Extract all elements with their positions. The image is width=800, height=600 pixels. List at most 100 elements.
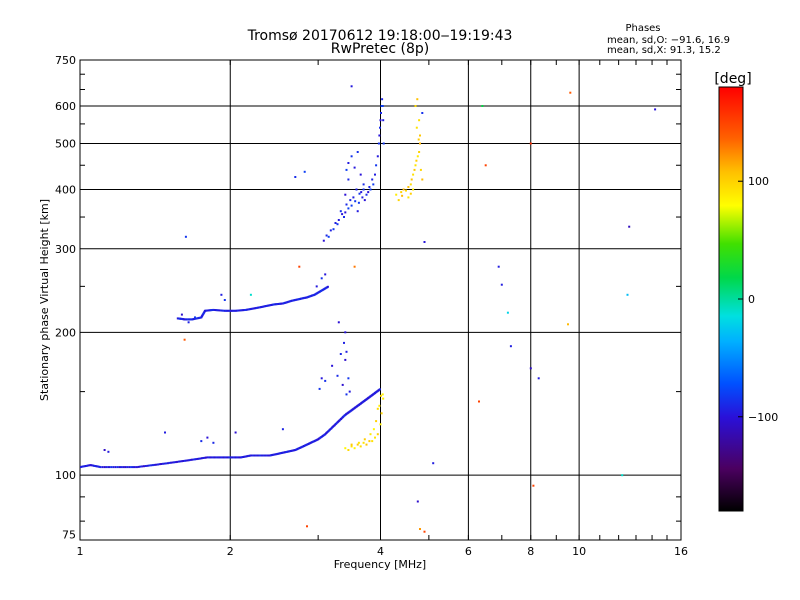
data-point — [416, 500, 419, 503]
data-point — [226, 456, 229, 459]
data-point — [621, 474, 624, 477]
data-point — [315, 285, 318, 288]
data-point — [110, 466, 113, 469]
data-point — [509, 345, 512, 348]
data-point — [298, 265, 301, 268]
data-point — [380, 412, 383, 415]
data-point — [324, 273, 327, 276]
data-point — [160, 463, 163, 465]
data-point — [249, 293, 252, 296]
data-point — [90, 464, 93, 467]
data-point — [341, 213, 344, 216]
data-point — [421, 112, 424, 114]
tick-layer — [79, 60, 682, 540]
data-point — [192, 458, 195, 461]
data-point — [413, 168, 416, 171]
data-point — [143, 465, 145, 468]
data-point — [257, 306, 260, 309]
data-point — [243, 309, 246, 311]
colorbar-ticks: 100 0 −100 — [738, 175, 778, 424]
data-point — [251, 307, 254, 310]
data-point — [205, 456, 207, 459]
data-point — [417, 138, 420, 141]
data-point — [148, 464, 151, 467]
data-point — [139, 465, 142, 468]
data-point — [372, 428, 375, 431]
data-point — [185, 459, 188, 462]
data-point — [353, 166, 356, 169]
data-point — [250, 307, 253, 310]
data-point — [248, 454, 251, 457]
data-point — [170, 461, 172, 464]
data-point — [216, 309, 219, 312]
data-point — [401, 194, 404, 197]
data-point — [141, 465, 144, 468]
data-point — [628, 225, 631, 228]
data-point — [183, 338, 186, 341]
data-point — [331, 364, 334, 367]
data-point — [223, 309, 226, 312]
y-tick-label: 200 — [55, 326, 76, 339]
x-tick-label: 8 — [527, 545, 534, 558]
data-point — [91, 464, 94, 467]
data-point — [416, 98, 419, 101]
data-point — [361, 196, 364, 199]
colorbar-tick-label: −100 — [748, 411, 778, 424]
data-point — [378, 404, 381, 407]
data-point — [223, 456, 226, 459]
data-point — [177, 460, 180, 463]
data-point — [86, 464, 89, 467]
data-point — [200, 440, 203, 443]
data-point — [92, 464, 95, 467]
data-point — [365, 443, 368, 446]
data-point — [345, 350, 348, 353]
data-point — [355, 188, 358, 191]
data-point — [242, 309, 245, 312]
data-point — [414, 164, 417, 167]
data-point — [116, 466, 119, 469]
data-point — [234, 431, 237, 434]
data-point — [380, 112, 382, 114]
data-point — [246, 455, 249, 458]
data-point — [215, 456, 218, 459]
data-point — [244, 308, 247, 311]
data-point — [227, 309, 230, 312]
data-point — [232, 456, 235, 459]
data-point — [353, 447, 356, 450]
data-point — [164, 431, 166, 434]
data-point — [409, 192, 412, 195]
data-point — [337, 219, 340, 221]
data-point — [359, 445, 362, 448]
data-point — [410, 178, 413, 181]
data-point — [537, 377, 540, 380]
data-point — [223, 299, 226, 301]
data-point — [206, 456, 209, 459]
data-point — [569, 91, 572, 94]
data-point — [350, 85, 353, 88]
data-point — [567, 323, 569, 326]
data-point — [320, 277, 323, 280]
data-point — [332, 228, 335, 231]
data-point — [500, 283, 503, 286]
data-point — [416, 155, 419, 158]
data-point — [339, 210, 342, 213]
data-point — [478, 400, 480, 403]
data-point — [183, 459, 186, 462]
data-point — [354, 200, 357, 203]
data-point — [253, 307, 256, 310]
data-point — [228, 309, 231, 312]
data-point — [412, 188, 415, 191]
data-point — [214, 456, 217, 459]
data-point — [200, 457, 203, 460]
data-point — [81, 465, 84, 468]
data-point — [412, 173, 415, 176]
data-point — [407, 196, 410, 199]
data-point — [322, 239, 325, 242]
data-point — [247, 454, 250, 457]
data-point — [256, 454, 259, 457]
data-point — [414, 105, 417, 107]
data-point — [228, 456, 230, 459]
data-point — [325, 234, 328, 237]
x-tick-label: 10 — [572, 545, 586, 558]
data-point — [146, 464, 149, 467]
